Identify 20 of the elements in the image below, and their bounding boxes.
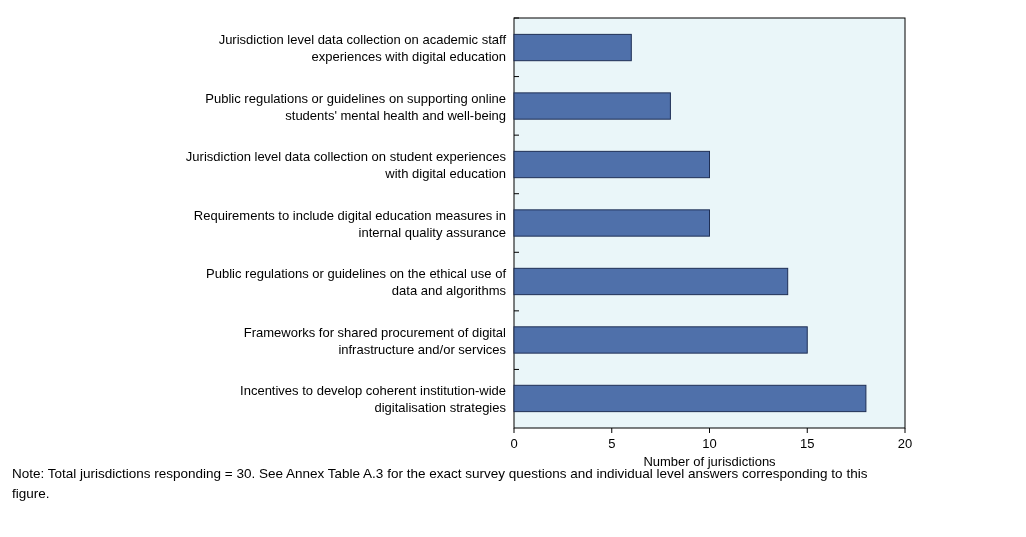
y-tick-label: Jurisdiction level data collection on academic staff experiences with digital education xyxy=(218,32,507,65)
bar xyxy=(513,209,710,237)
y-tick-label: Requirements to include digital education measures in internal quality assurance xyxy=(193,207,506,240)
bar xyxy=(513,267,789,296)
bar xyxy=(513,92,671,120)
bar xyxy=(513,326,808,354)
x-axis-title: Number of jurisdictions xyxy=(643,454,777,469)
x-tick-label: 0 xyxy=(510,436,518,451)
bar xyxy=(513,384,867,413)
x-tick-label: 10 xyxy=(702,436,717,451)
bar xyxy=(513,33,632,62)
y-tick-label: Jurisdiction level data collection on student experiences with digital education xyxy=(185,149,507,182)
y-tick-label: Incentives to develop coherent institution-wide digitalisation strategies xyxy=(240,383,507,416)
x-tick-label: 15 xyxy=(800,436,815,451)
y-tick-label: Public regulations or guidelines on the ethical use of data and algorithms xyxy=(206,266,507,299)
y-tick-label: Public regulations or guidelines on supporting online students' mental health and well-being xyxy=(205,90,506,123)
x-tick-label: 20 xyxy=(897,436,913,451)
y-tick-label: Frameworks for shared procurement of digital infrastructure and/or services xyxy=(243,324,507,357)
bar xyxy=(513,150,710,179)
x-tick-label: 5 xyxy=(608,436,616,451)
